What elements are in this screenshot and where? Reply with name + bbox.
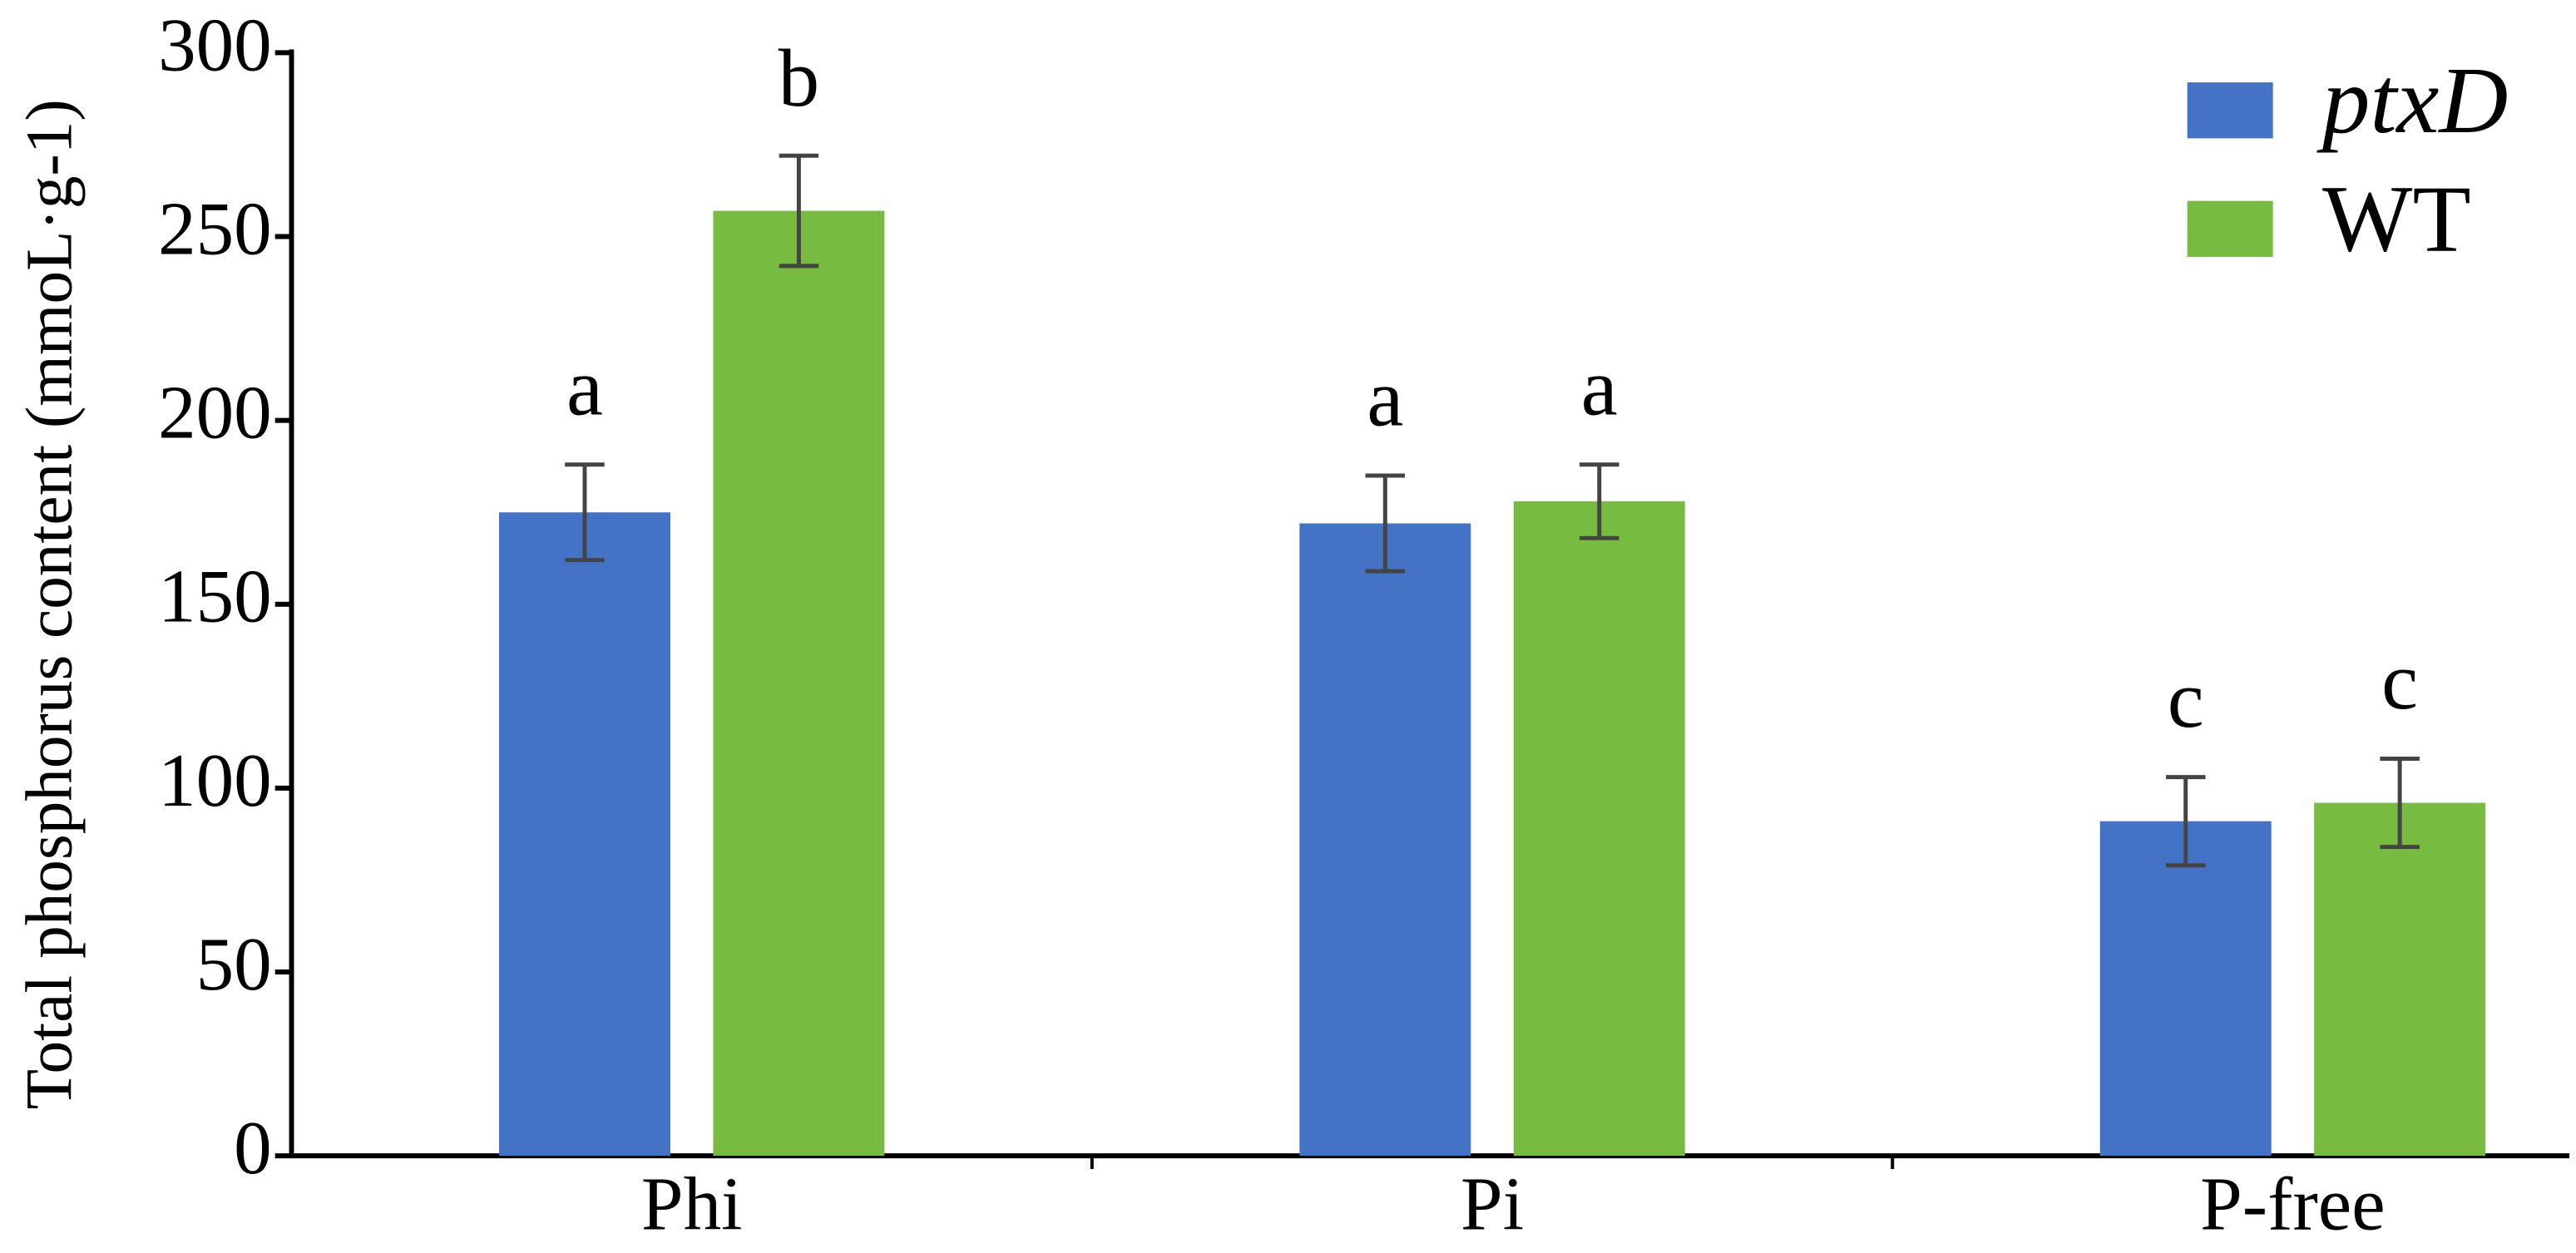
legend-label: ptxD	[2316, 47, 2508, 153]
significance-letter: c	[2168, 654, 2204, 745]
x-tick-label: P-free	[2200, 1162, 2386, 1246]
legend-swatch	[2187, 200, 2273, 257]
y-tick-label: 50	[196, 922, 272, 1006]
y-tick-label: 300	[158, 2, 272, 86]
bar	[498, 512, 670, 1157]
y-tick-label: 150	[158, 555, 272, 639]
y-tick-label: 250	[158, 186, 272, 270]
bar	[2314, 802, 2486, 1157]
significance-letter: b	[779, 33, 820, 124]
significance-letter: a	[1581, 342, 1618, 432]
legend-label: WT	[2322, 166, 2471, 272]
significance-letter: a	[566, 342, 603, 432]
bar	[1513, 501, 1685, 1157]
x-tick-label: Phi	[641, 1162, 743, 1246]
x-tick-label: Pi	[1461, 1162, 1524, 1246]
significance-letter: c	[2381, 636, 2418, 727]
y-tick-label: 100	[158, 738, 272, 822]
legend-swatch	[2187, 82, 2273, 139]
y-tick-label: 0	[234, 1106, 272, 1190]
y-tick-label: 200	[158, 371, 272, 455]
y-axis-label: Total phosphorus content (mmoL·g-1)	[12, 99, 86, 1109]
significance-letter: a	[1367, 353, 1403, 444]
bar	[1299, 523, 1471, 1157]
bar	[713, 210, 885, 1157]
bar	[2099, 821, 2272, 1157]
